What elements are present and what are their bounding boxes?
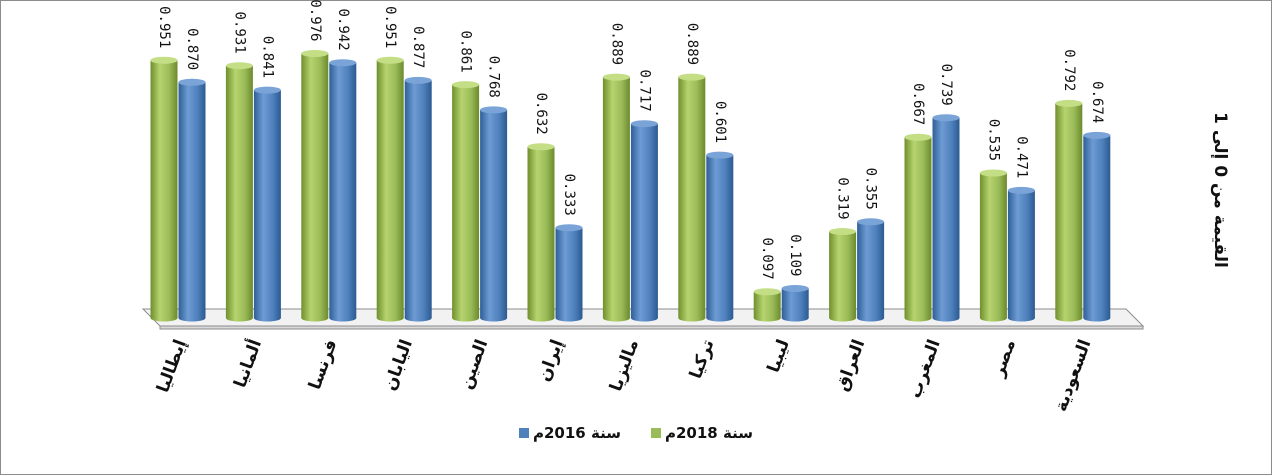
category-label: ليبيا <box>764 337 794 375</box>
category-label: السعودية <box>1051 337 1096 414</box>
bar-2016 <box>555 224 583 322</box>
category-label: مصر <box>988 337 1020 380</box>
bar-2018 <box>376 56 404 322</box>
bar-2018 <box>527 143 555 322</box>
category-label: الصين <box>456 337 492 392</box>
bar-2016 <box>178 78 206 322</box>
category-label: اليابان <box>380 337 417 393</box>
data-label: 0.739 <box>938 64 954 106</box>
data-label: 0.951 <box>156 6 172 48</box>
bar-2018 <box>678 73 706 322</box>
bar-2018 <box>753 288 781 322</box>
bar-2018 <box>225 62 253 322</box>
bar-2016 <box>253 86 281 322</box>
data-label: 0.109 <box>787 234 803 276</box>
legend-swatch <box>651 428 661 438</box>
category-label: فرنسا <box>305 337 342 392</box>
bar-2016 <box>932 114 960 322</box>
legend-swatch <box>519 428 529 438</box>
data-label: 0.632 <box>533 93 549 135</box>
data-label: 0.535 <box>985 119 1001 161</box>
legend-label: سنة 2016م <box>533 424 621 442</box>
data-label: 0.951 <box>382 6 398 48</box>
data-label: 0.942 <box>335 9 351 51</box>
data-label: 0.841 <box>259 36 275 78</box>
bar-2018 <box>979 169 1007 322</box>
bar-2018 <box>301 50 329 322</box>
bar-2018 <box>452 81 480 322</box>
y-axis-label: القيمة من 0 إلى 1 <box>1210 112 1230 268</box>
floor-front <box>159 325 1144 330</box>
data-label: 0.889 <box>684 23 700 65</box>
bar-2018 <box>904 133 932 322</box>
data-label: 0.319 <box>835 177 851 219</box>
data-label: 0.861 <box>458 31 474 73</box>
data-label: 0.717 <box>636 70 652 112</box>
data-label: 0.792 <box>1061 49 1077 91</box>
bar-2016 <box>706 151 734 322</box>
category-label: إيران <box>534 337 568 384</box>
category-label: العراق <box>832 337 869 394</box>
data-label: 0.667 <box>910 83 926 125</box>
data-label: 0.355 <box>863 168 879 210</box>
bar-2016 <box>480 106 508 322</box>
category-label: تركيا <box>686 337 719 382</box>
bar-2016 <box>1083 131 1111 322</box>
bar-2016 <box>404 76 432 322</box>
bar-2018 <box>1055 99 1083 322</box>
data-label: 0.931 <box>231 12 247 54</box>
data-label: 0.870 <box>184 28 200 70</box>
legend-label: سنة 2018م <box>665 424 753 442</box>
bar-2018 <box>150 56 178 322</box>
data-label: 0.097 <box>759 238 775 280</box>
category-label: المغرب <box>905 337 945 401</box>
bar-2016 <box>329 59 357 322</box>
category-label: ألمانيا <box>228 336 266 390</box>
bar-2016 <box>781 284 809 322</box>
bar-2018 <box>602 73 630 322</box>
bar-2018 <box>829 228 857 322</box>
data-label: 0.471 <box>1013 136 1029 178</box>
data-label: 0.976 <box>307 0 323 42</box>
category-label: ماليزيا <box>606 337 643 394</box>
legend: سنة 2016م سنة 2018م <box>519 424 753 442</box>
category-label: إيطاليا <box>153 337 191 395</box>
bar-2016 <box>1007 186 1035 322</box>
data-label: 0.889 <box>608 23 624 65</box>
data-label: 0.674 <box>1089 81 1105 123</box>
data-label: 0.877 <box>410 26 426 68</box>
data-label: 0.768 <box>486 56 502 98</box>
bar-2016 <box>630 120 658 322</box>
data-label: 0.601 <box>712 101 728 143</box>
data-label: 0.333 <box>561 174 577 216</box>
bar-2016 <box>857 218 885 322</box>
